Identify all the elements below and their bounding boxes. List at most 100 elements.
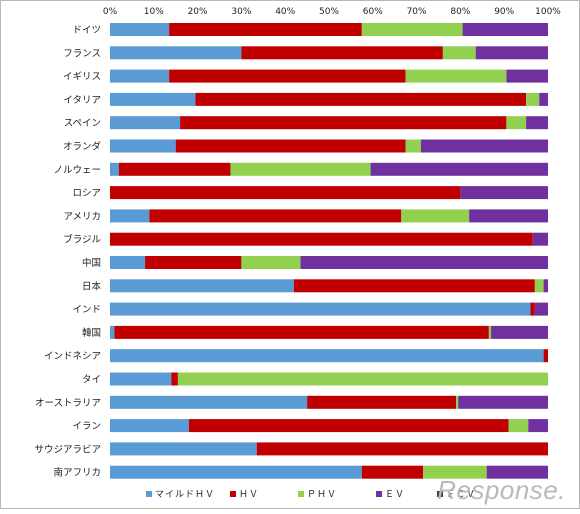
bar-segment [442, 46, 476, 60]
category-label: タイ [82, 375, 101, 386]
bar-segment [420, 139, 548, 153]
bar-segment [530, 302, 535, 316]
bar-segment [180, 116, 507, 130]
bar-segment [110, 209, 150, 223]
category-label: 中国 [82, 257, 101, 269]
category-label: ロシア [72, 188, 101, 199]
bar-segment [405, 139, 421, 153]
bar-segment [491, 325, 548, 339]
bar-segment [460, 186, 548, 200]
x-tick-label: 50% [319, 7, 339, 17]
x-tick-label: 90% [494, 7, 514, 17]
bar-segment [488, 325, 492, 339]
category-label: ドイツ [72, 25, 101, 36]
legend-swatch [298, 491, 304, 497]
bar-segment [462, 23, 548, 36]
bar-segment [256, 442, 548, 456]
bar-segment [110, 372, 172, 386]
bar-segment [110, 465, 362, 479]
bar-segment [114, 325, 489, 339]
bar-segment [370, 162, 548, 176]
legend-swatch [437, 491, 443, 497]
x-tick-label: 60% [363, 7, 383, 17]
bar-segment [110, 139, 176, 153]
bar-segment [110, 186, 461, 200]
bar-segment [188, 419, 509, 433]
category-label: ノルウェー [53, 165, 101, 176]
legend: マイルドＨＶ ＨＶ ＰＨＶ ＥＶ ＦＣＶ [146, 490, 476, 500]
bar-segment [110, 69, 170, 83]
category-label: ブラジル [63, 234, 101, 246]
bar-segment [169, 69, 406, 83]
bar-segment [110, 23, 170, 36]
bar-segment [110, 395, 308, 409]
legend-label: ＨＶ [239, 490, 259, 500]
legend-swatch [146, 491, 152, 497]
bar-segment [177, 372, 548, 386]
bar-segment [401, 209, 470, 223]
x-tick-label: 20% [188, 7, 208, 17]
legend-label: マイルドＨＶ [155, 490, 215, 500]
legend-swatch [230, 491, 236, 497]
bar-segment [508, 419, 529, 433]
x-tick-label: 100% [535, 7, 561, 17]
bar-segment [110, 325, 115, 339]
bar-segment [475, 46, 548, 60]
response-watermark: Response. [437, 475, 566, 505]
category-label: 韓国 [82, 328, 101, 339]
bar-segment [307, 395, 457, 409]
x-tick-label: 10% [144, 7, 164, 17]
bar-segment [175, 139, 406, 153]
bar-segment [300, 256, 548, 269]
bars [110, 23, 548, 479]
category-label: スペイン [64, 118, 101, 129]
category-label: 南アフリカ [53, 467, 101, 479]
bar-segment [528, 419, 548, 433]
bar-segment [532, 232, 548, 246]
bar-segment [171, 372, 178, 386]
bar-segment [195, 92, 527, 106]
bar-segment [543, 349, 548, 363]
category-label: オーストラリア [35, 398, 101, 409]
bar-segment [110, 419, 189, 433]
bar-segment [110, 46, 242, 60]
bar-segment [543, 279, 548, 293]
x-axis-ticks: 0% 10% 20% 30% 40% 50% 60% 70% 80% 90% 100% [103, 7, 561, 17]
bar-segment [110, 92, 196, 106]
bar-segment [456, 395, 459, 409]
legend-label: ＦＣＶ [446, 490, 476, 500]
bar-segment [534, 279, 544, 293]
category-label: インドネシア [44, 351, 101, 362]
bar-segment [506, 69, 548, 83]
bar-segment [110, 256, 146, 269]
bar-segment [110, 279, 294, 293]
bar-segment [539, 92, 548, 106]
bar-segment [110, 302, 531, 316]
category-label: オランダ [63, 141, 102, 153]
category-label: アメリカ [63, 211, 101, 222]
bar-segment [486, 465, 548, 479]
bar-segment [110, 442, 257, 456]
bar-segment [110, 232, 533, 246]
bar-segment [405, 69, 507, 83]
x-tick-label: 30% [231, 7, 251, 17]
bar-segment [361, 465, 424, 479]
bar-segment [149, 209, 402, 223]
bar-segment [526, 116, 548, 130]
bar-segment [534, 302, 548, 316]
category-label: サウジアラビア [34, 444, 101, 455]
bar-segment [241, 256, 301, 269]
x-tick-label: 80% [450, 7, 470, 17]
bar-segment [241, 46, 443, 60]
bar-segment [110, 116, 181, 130]
x-tick-label: 70% [407, 7, 427, 17]
legend-label: ＰＨＶ [307, 490, 337, 500]
category-labels: ドイツフランスイギリスイタリアスペインオランダノルウェーロシアアメリカブラジル中… [34, 25, 101, 479]
bar-segment [145, 256, 242, 269]
legend-label: ＥＶ [385, 490, 405, 500]
category-label: 日本 [82, 280, 102, 292]
bar-segment [110, 162, 119, 176]
bar-segment [230, 162, 371, 176]
